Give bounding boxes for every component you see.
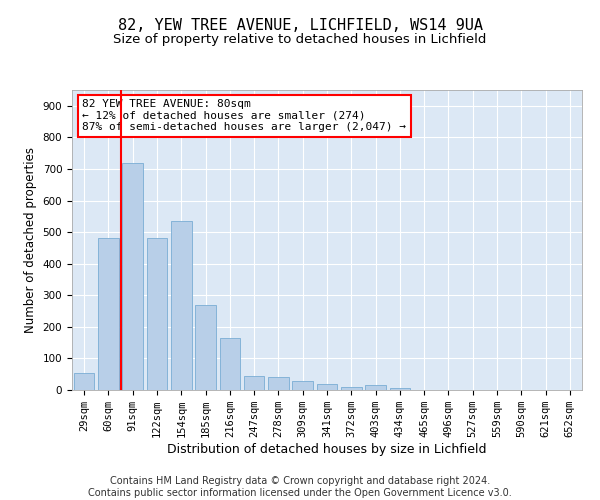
Bar xyxy=(146,238,167,390)
Bar xyxy=(317,384,337,390)
Y-axis label: Number of detached properties: Number of detached properties xyxy=(24,147,37,333)
Text: 82 YEW TREE AVENUE: 80sqm
← 12% of detached houses are smaller (274)
87% of semi: 82 YEW TREE AVENUE: 80sqm ← 12% of detac… xyxy=(82,99,406,132)
Bar xyxy=(220,338,240,390)
Bar xyxy=(389,388,410,390)
Bar xyxy=(341,387,362,390)
Bar xyxy=(268,378,289,390)
Text: Size of property relative to detached houses in Lichfield: Size of property relative to detached ho… xyxy=(113,32,487,46)
Bar xyxy=(122,162,143,390)
Bar xyxy=(74,372,94,390)
Bar xyxy=(292,380,313,390)
Text: Contains HM Land Registry data © Crown copyright and database right 2024.
Contai: Contains HM Land Registry data © Crown c… xyxy=(88,476,512,498)
Bar xyxy=(171,221,191,390)
Bar xyxy=(365,386,386,390)
Bar xyxy=(195,304,216,390)
Text: 82, YEW TREE AVENUE, LICHFIELD, WS14 9UA: 82, YEW TREE AVENUE, LICHFIELD, WS14 9UA xyxy=(118,18,482,32)
Bar xyxy=(244,376,265,390)
Bar xyxy=(98,238,119,390)
X-axis label: Distribution of detached houses by size in Lichfield: Distribution of detached houses by size … xyxy=(167,443,487,456)
